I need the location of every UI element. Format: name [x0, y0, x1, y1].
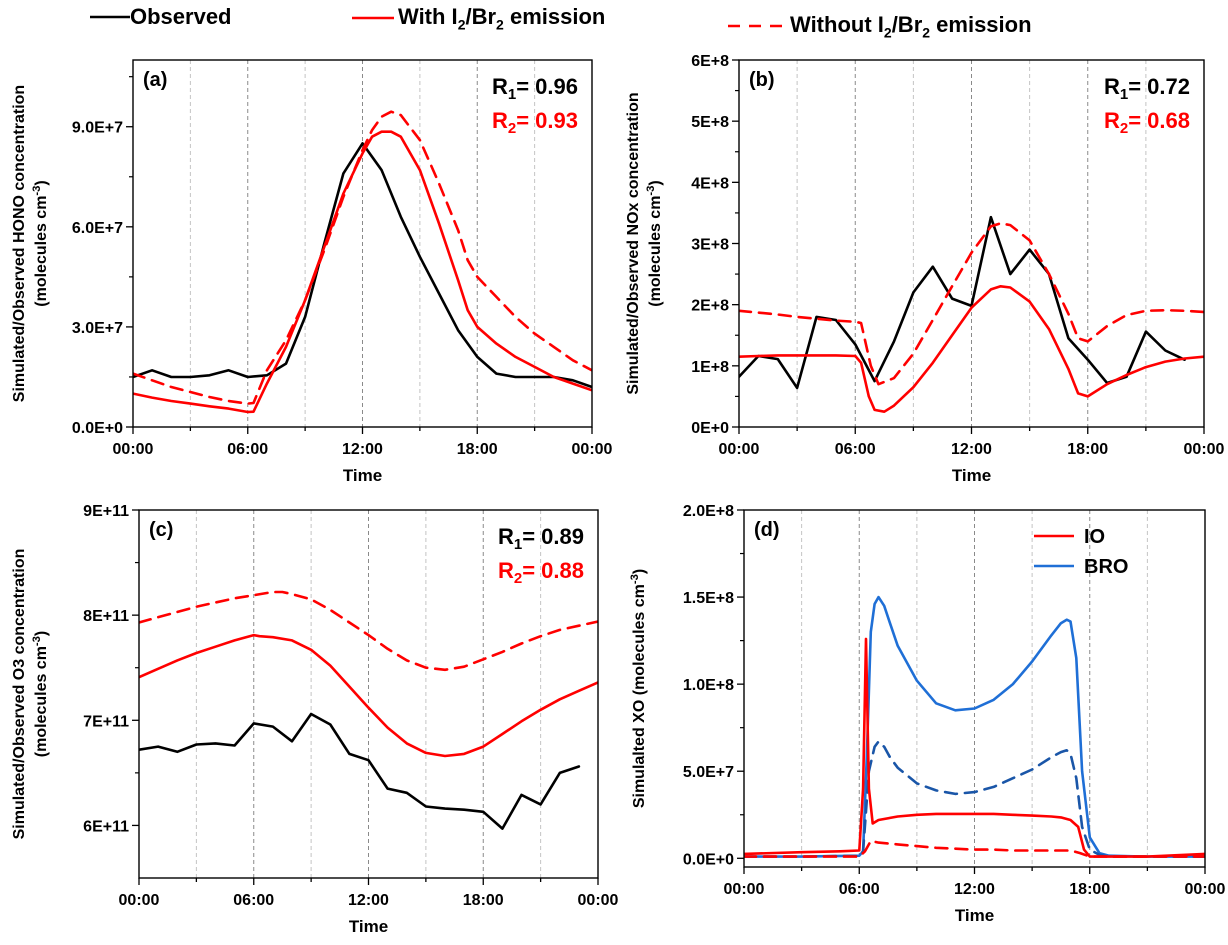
- y-tick-label: 6E+8: [691, 53, 729, 70]
- y-tick-label: 1E+8: [691, 359, 729, 376]
- series-line-io_with: [744, 637, 1205, 858]
- legend-with-swatch: [352, 16, 394, 20]
- y-tick-label: 9.0E+7: [72, 120, 123, 137]
- x-tick-label: 18:00: [1067, 441, 1108, 458]
- legend-observed: Observed: [90, 4, 232, 30]
- x-tick-label: 06:00: [233, 892, 274, 909]
- y-tick-label: 2.0E+8: [683, 503, 734, 520]
- x-tick-label: 00:00: [719, 441, 760, 458]
- figure-legend: Observed With I2/Br2 emission Without I2…: [0, 0, 1228, 48]
- legend-without-swatch: [728, 24, 782, 28]
- y-tick-label: 7E+11: [83, 713, 129, 730]
- x-tick-label: 12:00: [348, 892, 389, 909]
- x-tick-label: 12:00: [342, 441, 383, 458]
- y-tick-label: 6E+11: [83, 818, 129, 835]
- panel-label: (c): [149, 519, 173, 541]
- x-tick-label: 06:00: [227, 441, 268, 458]
- legend-label-bro: BRO: [1084, 556, 1128, 578]
- series-group: [133, 110, 592, 414]
- x-tick-label: 12:00: [954, 881, 995, 898]
- y-tick-label: 5.0E+7: [683, 764, 734, 781]
- x-axis-title: Time: [955, 906, 994, 925]
- y-tick-label: 4E+8: [691, 175, 729, 192]
- series-line-observed: [133, 142, 592, 389]
- series-line-bro_with: [744, 595, 1205, 858]
- x-tick-label: 00:00: [1184, 441, 1225, 458]
- legend-observed-swatch: [90, 15, 130, 19]
- x-axis-title: Time: [343, 466, 382, 485]
- series-line-observed: [739, 215, 1186, 390]
- correlation-stat: R1= 0.96: [492, 74, 578, 103]
- x-axis-title: Time: [952, 466, 991, 485]
- legend-without-emission: Without I2/Br2 emission: [724, 12, 1032, 40]
- y-tick-label: 0.0E+0: [72, 420, 123, 437]
- y-tick-label: 0E+0: [691, 420, 729, 437]
- y-axis-title-line-1: Simulalted XO (molecules cm-3): [629, 569, 648, 808]
- series-line-with: [139, 633, 598, 758]
- y-tick-label: 9E+11: [83, 503, 129, 520]
- y-tick-label: 8E+11: [83, 608, 129, 625]
- x-tick-label: 12:00: [951, 441, 992, 458]
- y-axis-title-line-2: (molecules cm-3): [31, 631, 50, 757]
- y-tick-label: 6.0E+7: [72, 220, 123, 237]
- legend-with-label: With I2/Br2 emission: [398, 4, 606, 33]
- x-tick-label: 18:00: [457, 441, 498, 458]
- series-line-with: [133, 130, 592, 414]
- legend-observed-label: Observed: [130, 4, 232, 29]
- x-tick-label: 06:00: [835, 441, 876, 458]
- series-line-bro_without: [744, 740, 1205, 858]
- x-tick-label: 00:00: [113, 441, 154, 458]
- chart-panel-b: 00:00 06:00 12:00 18:00 00:00 0E+0 1E+8 2E+8 3E+…: [625, 53, 1225, 485]
- series-group: [139, 590, 598, 830]
- y-axis-title-line-2: (molecules cm-3): [645, 180, 664, 306]
- x-tick-label: 06:00: [839, 881, 880, 898]
- y-tick-label: 5E+8: [691, 114, 729, 131]
- series-line-observed: [139, 712, 581, 830]
- panel-label: (b): [749, 69, 775, 91]
- series-line-without: [139, 590, 598, 672]
- y-axis-title-line-2: (molecules cm-3): [31, 180, 50, 306]
- y-tick-label: 1.0E+8: [683, 677, 734, 694]
- correlation-stat: R2= 0.68: [1104, 108, 1190, 137]
- chart-panel-c: 00:00 06:00 12:00 18:00 00:00 6E+11 7E+11 8E+11…: [11, 503, 619, 936]
- chart-panel-d: 00:00 06:00 12:00 18:00 00:00 0.0E+0 5.0E+7 1.0…: [629, 503, 1226, 925]
- y-tick-label: 1.5E+8: [683, 590, 734, 607]
- y-axis-title-line-1: Simulated/Observed HONO concentration: [11, 85, 28, 402]
- legend-label-io: IO: [1084, 526, 1105, 548]
- chart-panel-a: 00:00 06:00 12:00 18:00 00:00 0.0E+0 3.0E+7 6.0…: [11, 59, 613, 485]
- legend-with-emission: With I2/Br2 emission: [352, 4, 605, 32]
- y-axis-title-line-1: Simulated/Observed NOx concentration: [625, 92, 642, 394]
- x-axis-title: Time: [349, 917, 388, 936]
- x-tick-label: 00:00: [578, 892, 619, 909]
- correlation-stat: R2= 0.93: [492, 108, 578, 137]
- panel-label: (a): [143, 69, 167, 91]
- series-line-without: [133, 110, 592, 405]
- series-line-without: [739, 222, 1204, 386]
- y-tick-label: 3.0E+7: [72, 320, 123, 337]
- series-line-io_without: [744, 839, 1205, 858]
- correlation-stat: R1= 0.72: [1104, 74, 1190, 103]
- x-tick-label: 00:00: [724, 881, 765, 898]
- correlation-stat: R2= 0.88: [498, 558, 584, 587]
- series-group: [744, 595, 1205, 858]
- correlation-stat: R1= 0.89: [498, 524, 584, 553]
- y-tick-label: 0.0E+0: [683, 851, 734, 868]
- x-tick-label: 00:00: [572, 441, 613, 458]
- x-tick-label: 00:00: [119, 892, 160, 909]
- y-tick-label: 3E+8: [691, 237, 729, 254]
- x-tick-label: 18:00: [1069, 881, 1110, 898]
- y-axis-title-line-1: Simulated/Observed O3 concentration: [11, 549, 28, 840]
- x-tick-label: 18:00: [463, 892, 504, 909]
- legend-without-label: Without I2/Br2 emission: [790, 12, 1032, 41]
- panel-label: (d): [754, 519, 780, 541]
- series-line-with: [739, 285, 1204, 414]
- y-tick-label: 2E+8: [691, 298, 729, 315]
- series-group: [739, 215, 1204, 414]
- x-tick-label: 00:00: [1185, 881, 1226, 898]
